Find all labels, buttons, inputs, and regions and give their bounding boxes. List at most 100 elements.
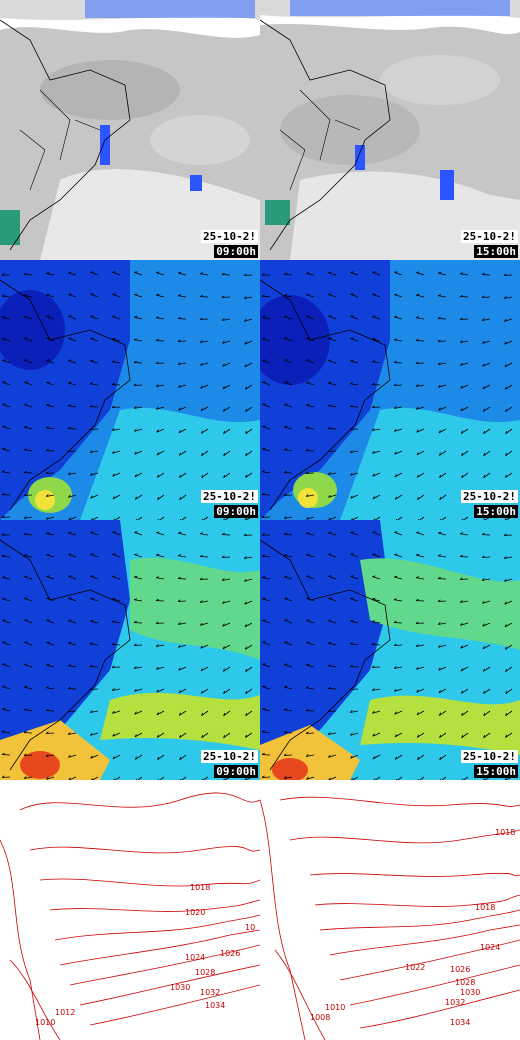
wind-arrow: [306, 554, 315, 558]
wind-arrow-head: [305, 448, 309, 451]
wind-arrow: [328, 494, 337, 498]
wind-arrow: [24, 776, 33, 779]
wind-arrow-head: [45, 426, 50, 429]
wind-arrow-head: [459, 340, 463, 343]
wind-arrow: [350, 754, 359, 759]
wind-arrow-head: [2, 403, 6, 405]
wind-arrow: [200, 362, 209, 366]
wind-arrow-head: [134, 451, 137, 455]
wind-arrow: [306, 687, 315, 690]
wind-low-panel-1500: 25-10-2! 15:00h: [260, 260, 520, 520]
wind-arrow-head: [437, 339, 441, 342]
wind-arrow: [284, 709, 293, 712]
wind-arrow-head: [199, 317, 203, 320]
wind-arrow-head: [155, 576, 160, 579]
wind-arrow: [505, 472, 513, 478]
wind-arrow-head: [112, 293, 116, 295]
wind-arrow-head: [283, 730, 287, 733]
wind-arrow: [134, 732, 143, 738]
wind-arrow: [178, 362, 187, 365]
wind-arrow-head: [482, 340, 485, 344]
wind-arrow-head: [483, 734, 486, 738]
wind-arrow-head: [156, 474, 159, 478]
wind-arrow-head: [179, 756, 182, 760]
wind-arrow: [91, 516, 99, 520]
wind-arrow-head: [461, 778, 464, 780]
wind-arrow: [397, 516, 403, 520]
wind-arrow-head: [283, 708, 288, 711]
wind-arrow-head: [284, 597, 288, 599]
wind-arrow-head: [112, 756, 115, 760]
wind-arrow: [90, 315, 99, 320]
wind-arrow: [90, 272, 99, 276]
wind-arrow: [1, 295, 11, 298]
wind-arrow-head: [179, 518, 182, 520]
wind-arrow-head: [89, 664, 93, 667]
wind-arrow-head: [201, 518, 204, 520]
wind-arrow-head: [244, 601, 247, 605]
wind-arrow: [394, 666, 403, 669]
wind-arrow: [504, 340, 513, 345]
wind-arrow: [305, 732, 315, 734]
wind-arrow-head: [67, 664, 72, 667]
wind-arrow: [284, 576, 293, 580]
wind-arrow-head: [68, 754, 71, 758]
wind-arrow-head: [305, 471, 309, 474]
wind-arrow-head: [157, 496, 160, 500]
wind-map: [0, 260, 260, 520]
wind-arrow: [90, 450, 99, 453]
wind-arrow: [394, 294, 403, 298]
wind-arrow: [284, 404, 293, 408]
wind-arrow-head: [222, 668, 225, 672]
wind-arrow-head: [261, 273, 265, 276]
wind-arrow-head: [46, 403, 50, 406]
pressure-panel-left: 1018 1020 10 1024 1026 1028 1030 1032 10…: [0, 780, 260, 1040]
wind-arrow-head: [261, 533, 265, 536]
wind-arrow: [135, 754, 143, 760]
wind-arrow: [90, 643, 99, 646]
wind-arrow-head: [262, 337, 266, 340]
wind-arrow: [306, 337, 315, 342]
wind-arrow: [350, 620, 359, 624]
wind-arrow-head: [350, 337, 354, 339]
wind-arrow-head: [89, 450, 93, 453]
wind-arrow-head: [1, 515, 5, 518]
wind-arrow-head: [2, 619, 6, 621]
wind-arrow-head: [350, 271, 354, 273]
wind-arrow: [1, 776, 11, 778]
wind-arrow-head: [394, 531, 398, 533]
wind-arrow-head: [199, 600, 203, 603]
wind-arrow-head: [262, 316, 266, 318]
wind-arrow-head: [89, 427, 93, 430]
wind-arrow: [112, 598, 121, 602]
wind-arrow-head: [90, 293, 94, 295]
wind-arrow-head: [415, 338, 419, 341]
wind-arrow-head: [262, 619, 266, 621]
isobar-label: 1030: [460, 988, 480, 997]
wind-arrow: [179, 754, 187, 761]
time-stamp: 09:00h: [214, 765, 258, 778]
wind-arrow-head: [222, 408, 225, 412]
wind-arrow-head: [284, 425, 288, 428]
wind-arrow: [46, 754, 55, 757]
wind-arrow-head: [371, 688, 375, 691]
wind-arrow: [350, 450, 359, 453]
wind-arrow: [134, 710, 143, 715]
wind-arrow: [24, 295, 33, 298]
wind-arrow-head: [157, 778, 160, 780]
wind-arrow: [46, 382, 55, 386]
wind-arrow: [245, 384, 253, 390]
wind-arrow-head: [306, 516, 309, 520]
wind-arrow-head: [504, 341, 507, 345]
wind-arrow-head: [68, 619, 72, 621]
wind-arrow: [503, 274, 513, 276]
wind-arrow-head: [245, 712, 248, 716]
wind-arrow-head: [393, 643, 397, 646]
wind-arrow: [112, 494, 121, 500]
wind-arrow-head: [371, 382, 375, 385]
wind-arrow-head: [178, 407, 181, 411]
wind-arrow: [2, 317, 11, 320]
wind-arrow-head: [133, 383, 137, 386]
wind-arrow: [45, 732, 55, 734]
wind-arrow-head: [221, 555, 225, 558]
